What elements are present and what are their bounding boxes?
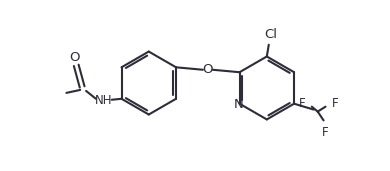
Text: O: O xyxy=(202,63,213,76)
Text: F: F xyxy=(332,97,339,110)
Text: F: F xyxy=(322,126,329,139)
Text: F: F xyxy=(299,97,305,110)
Text: N: N xyxy=(234,98,243,111)
Text: Cl: Cl xyxy=(264,28,277,41)
Text: NH: NH xyxy=(95,94,113,107)
Text: O: O xyxy=(69,51,80,64)
